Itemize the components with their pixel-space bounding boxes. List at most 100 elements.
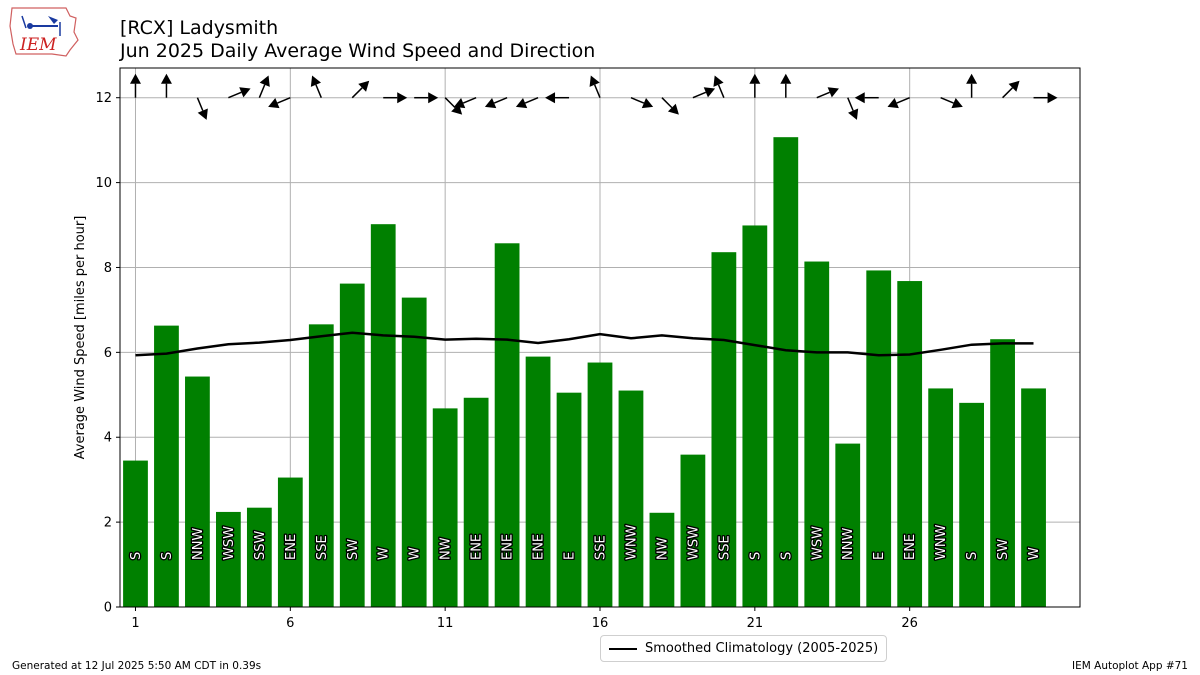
bar bbox=[680, 454, 706, 607]
wind-arrow-shaft bbox=[1002, 87, 1014, 99]
direction-arrows bbox=[129, 73, 1058, 120]
wind-arrow-head bbox=[667, 103, 679, 115]
wind-arrow-shaft bbox=[940, 97, 954, 104]
chart-title-station: [RCX] Ladysmith bbox=[120, 17, 279, 39]
bar bbox=[463, 397, 489, 607]
direction-label: WSW bbox=[222, 526, 237, 560]
direction-label: SW bbox=[996, 539, 1011, 560]
wind-arrow-shaft bbox=[196, 97, 204, 111]
direction-label: NW bbox=[439, 537, 454, 560]
direction-label: W bbox=[377, 547, 392, 560]
wind-arrow-head bbox=[268, 97, 280, 109]
direction-label: WSW bbox=[686, 526, 701, 560]
direction-label: S bbox=[779, 552, 794, 560]
wind-arrow-head bbox=[259, 75, 270, 87]
wind-arrow-head bbox=[160, 73, 172, 84]
y-tick-label: 4 bbox=[104, 431, 112, 446]
wind-arrow-head bbox=[239, 87, 251, 98]
wind-arrow-shaft bbox=[661, 97, 673, 109]
legend: Smoothed Climatology (2005-2025) bbox=[600, 635, 888, 662]
bar bbox=[339, 283, 365, 607]
wind-arrow-head bbox=[129, 73, 141, 84]
y-axis-label: Average Wind Speed [miles per hour] bbox=[73, 216, 88, 460]
wind-arrow-head bbox=[713, 75, 724, 87]
bar bbox=[154, 325, 179, 607]
bar bbox=[649, 512, 675, 607]
bar bbox=[123, 460, 148, 607]
wind-arrow-head bbox=[854, 92, 865, 104]
wind-arrow-head bbox=[887, 97, 899, 109]
x-tick-label: 1 bbox=[131, 616, 139, 631]
bar bbox=[804, 261, 830, 607]
wind-arrow-shaft bbox=[228, 91, 242, 99]
wind-arrow-shaft bbox=[717, 84, 725, 98]
wind-arrow-shaft bbox=[630, 97, 645, 104]
direction-label: W bbox=[408, 547, 423, 560]
x-tick-label: 6 bbox=[286, 616, 294, 631]
wind-arrow-head bbox=[1008, 80, 1020, 92]
direction-label: WNW bbox=[934, 524, 949, 560]
wind-arrow-head bbox=[848, 108, 859, 120]
wind-arrow-head bbox=[310, 75, 322, 87]
bar bbox=[185, 376, 210, 607]
wind-arrow-head bbox=[484, 97, 497, 109]
direction-label: NW bbox=[655, 537, 670, 560]
wind-arrow-head bbox=[397, 92, 408, 104]
svg-text:IEM: IEM bbox=[19, 35, 57, 55]
bar bbox=[897, 281, 923, 607]
bar bbox=[742, 225, 768, 607]
wind-arrow-shaft bbox=[896, 97, 910, 104]
bar bbox=[959, 402, 984, 607]
wind-arrow-shaft bbox=[351, 87, 363, 99]
y-axis-ticks: 0 2 4 6 8 10 12 bbox=[95, 91, 120, 616]
wind-arrow-shaft bbox=[315, 84, 322, 98]
direction-label: WSW bbox=[810, 526, 825, 560]
direction-label: S bbox=[129, 552, 144, 560]
y-tick-label: 8 bbox=[104, 261, 112, 276]
app-id: IEM Autoplot App #71 bbox=[1072, 660, 1188, 672]
x-tick-label: 26 bbox=[901, 616, 918, 631]
direction-label: SSE bbox=[717, 535, 732, 560]
chart-title-period: Jun 2025 Daily Average Wind Speed and Di… bbox=[120, 40, 596, 62]
x-tick-label: 21 bbox=[747, 616, 764, 631]
y-tick-label: 10 bbox=[95, 176, 112, 191]
direction-label: ENE bbox=[284, 534, 299, 560]
direction-label: E bbox=[563, 552, 578, 560]
bar bbox=[525, 356, 551, 607]
generated-timestamp: Generated at 12 Jul 2025 5:50 AM CDT in … bbox=[12, 660, 262, 672]
wind-arrow-shaft bbox=[847, 97, 854, 111]
wind-arrow-shaft bbox=[277, 97, 291, 104]
wind-arrow-head bbox=[515, 97, 528, 109]
wind-arrow-head bbox=[453, 97, 466, 109]
y-tick-label: 0 bbox=[104, 601, 112, 616]
y-tick-label: 2 bbox=[104, 516, 112, 531]
bar bbox=[587, 362, 613, 607]
y-tick-label: 12 bbox=[95, 91, 112, 106]
bar bbox=[835, 443, 861, 607]
direction-label: SSE bbox=[594, 535, 609, 560]
y-tick-label: 6 bbox=[104, 346, 112, 361]
direction-labels: S S NNW WSW SSW ENE SSE SW W W NW ENE ENE ENE E SSE WNW N… bbox=[128, 523, 1044, 561]
bar bbox=[866, 270, 892, 607]
x-axis-ticks: 1 6 11 16 21 26 bbox=[131, 607, 918, 631]
direction-label: W bbox=[1027, 547, 1042, 560]
bar bbox=[370, 224, 396, 607]
legend-climatology-label: Smoothed Climatology (2005-2025) bbox=[645, 641, 879, 656]
bar bbox=[1021, 388, 1046, 607]
bar bbox=[432, 408, 458, 607]
climatology-line bbox=[135, 331, 1034, 357]
bar bbox=[216, 511, 241, 607]
wind-arrow-shaft bbox=[816, 91, 830, 99]
direction-label: ENE bbox=[532, 534, 547, 560]
wind-arrow-shaft bbox=[462, 97, 477, 104]
wind-arrow-head bbox=[1047, 92, 1058, 104]
bar bbox=[773, 137, 799, 607]
direction-label: SSE bbox=[315, 535, 330, 560]
direction-label: S bbox=[160, 552, 175, 560]
legend-climatology-swatch bbox=[609, 647, 637, 650]
x-tick-label: 11 bbox=[437, 616, 454, 631]
wind-arrow-head bbox=[589, 75, 600, 87]
bar bbox=[618, 390, 644, 607]
bar bbox=[494, 243, 520, 607]
